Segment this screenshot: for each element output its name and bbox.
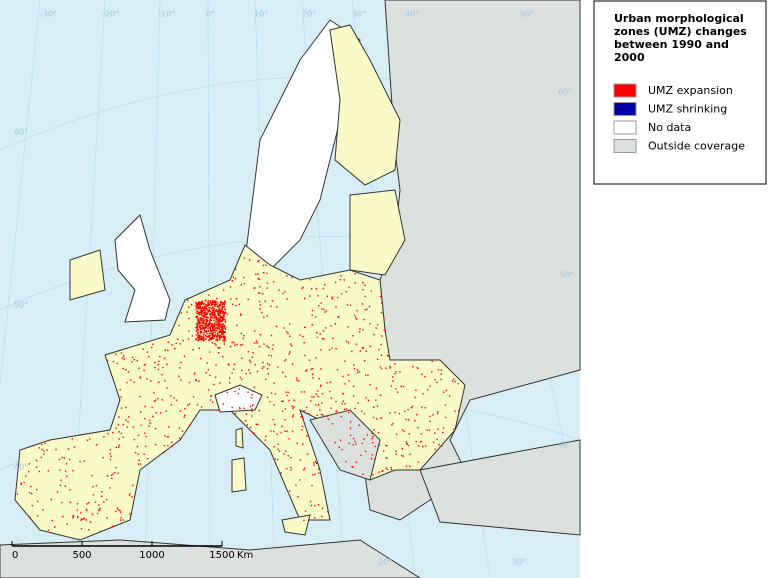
graticule-label: 60° [14, 128, 28, 137]
umz-dots [16, 257, 460, 541]
scale-label: 1500 [209, 550, 234, 561]
graticule-label: 20° [378, 558, 392, 567]
scale-unit: Km [237, 550, 253, 561]
legend-swatch [613, 120, 637, 135]
legend-label: Outside coverage [648, 140, 745, 153]
graticule-label: 60° [558, 88, 572, 97]
graticule-label: 50° [14, 301, 28, 310]
graticule-label: -10° [158, 10, 175, 19]
no-data-uk [114, 214, 171, 323]
graticule-label: 40° [558, 441, 572, 450]
legend-label: No data [648, 121, 691, 134]
legend-swatch [613, 83, 637, 98]
ireland [69, 249, 106, 301]
legend-swatch [613, 102, 637, 116]
graticule-label: 30° [352, 10, 366, 19]
scale-label: 0 [12, 550, 18, 561]
legend-title: Urban morphological zones (UMZ) changes … [614, 12, 747, 64]
graticule-label: 30° [512, 558, 526, 567]
graticule-label: 50° [520, 10, 534, 19]
legend-label: UMZ expansion [648, 84, 733, 97]
outside-coverage-africa [0, 539, 421, 578]
graticule-label: 10° [254, 10, 268, 19]
scale-label: 1000 [139, 550, 164, 561]
graticule-label: 40° [14, 463, 28, 472]
graticule-label: 50° [560, 271, 574, 280]
legend-swatch [613, 139, 637, 153]
corsica [235, 427, 244, 449]
graticule-label: 0° [206, 10, 215, 19]
graticule-label: -30° [40, 10, 57, 19]
sicily [281, 514, 311, 536]
legend-label: UMZ shrinking [648, 103, 727, 116]
scale-label: 500 [72, 550, 91, 561]
finland [329, 24, 401, 186]
graticule-label: 20° [302, 10, 316, 19]
outside-coverage-south [419, 439, 581, 536]
graticule-label: 40° [405, 10, 419, 19]
sardinia [231, 457, 247, 493]
graticule-label: -20° [102, 10, 119, 19]
baltics [349, 189, 406, 276]
